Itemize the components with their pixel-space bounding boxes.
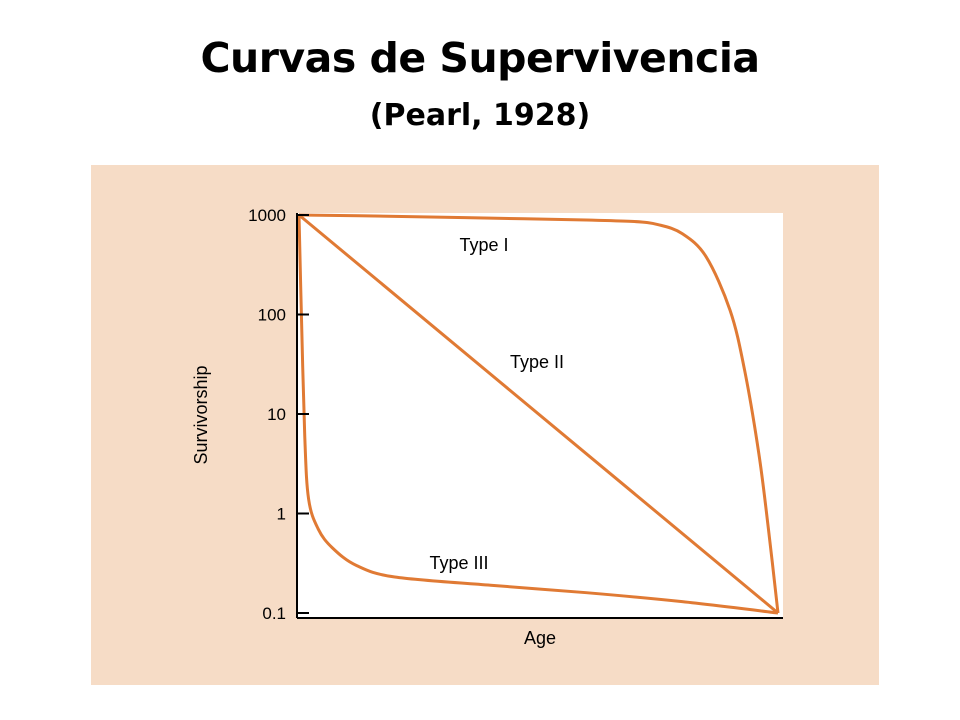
y-tick-label: 10 <box>267 405 286 424</box>
curve-type-i <box>298 213 780 614</box>
slide-subtitle: (Pearl, 1928) <box>369 98 591 133</box>
y-axis-label: Survivorship <box>191 365 211 464</box>
y-tick-label: 100 <box>258 306 286 325</box>
series-label-type-iii: Type III <box>429 553 488 573</box>
slide-title: Curvas de Supervivencia <box>200 34 760 82</box>
series-label-type-i: Type I <box>459 235 508 255</box>
curve-type-ii <box>298 213 779 615</box>
x-axis-label: Age <box>524 628 556 648</box>
series-label-type-ii: Type II <box>510 352 564 372</box>
y-tick-label: 0.1 <box>262 604 286 623</box>
curve-type-iii <box>297 214 779 615</box>
y-tick-label: 1 <box>277 505 286 524</box>
y-tick-label: 1000 <box>248 206 286 225</box>
